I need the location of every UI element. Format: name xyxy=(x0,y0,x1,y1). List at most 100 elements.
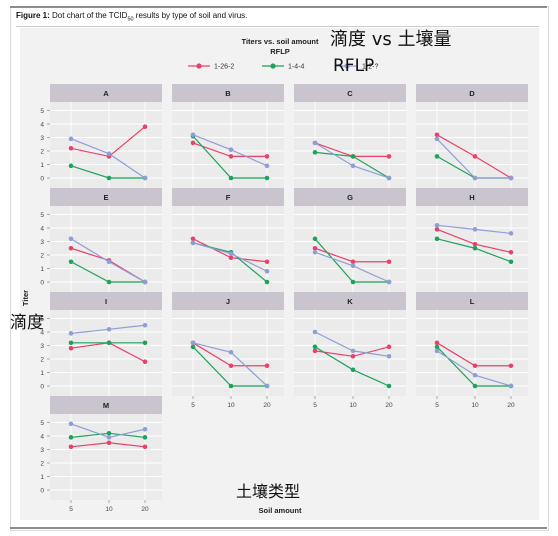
caption-text-post: results by type of soil and virus. xyxy=(133,11,248,20)
facet-strip-H xyxy=(416,188,528,206)
facet-plot-bg-C xyxy=(294,102,406,188)
data-point-B-3 xyxy=(228,147,234,152)
y-tick-label: 2 xyxy=(40,149,44,156)
y-tick-label: 3 xyxy=(40,239,44,246)
data-point-M-1 xyxy=(106,440,112,446)
y-tick-label: 3 xyxy=(40,343,44,350)
x-tick-label: 10 xyxy=(471,402,479,409)
bottom-rule xyxy=(10,527,547,529)
data-point-G-1 xyxy=(386,259,392,265)
facet-J: J 5 10 20 xyxy=(172,292,284,409)
data-point-E-2 xyxy=(106,279,112,285)
data-point-D-2 xyxy=(434,154,440,159)
data-point-E-2 xyxy=(68,259,74,265)
caption-text-sub: 50 xyxy=(127,16,134,23)
facet-H: H xyxy=(416,188,528,292)
data-point-H-1 xyxy=(434,227,440,232)
data-point-B-1 xyxy=(190,140,196,146)
facet-strip-J xyxy=(172,292,284,310)
data-point-J-3 xyxy=(190,340,196,346)
y-tick-label: 5 xyxy=(40,108,44,115)
data-point-I-1 xyxy=(142,359,148,365)
facet-label-A: A xyxy=(103,89,109,98)
data-point-J-3 xyxy=(264,383,270,389)
data-point-D-1 xyxy=(472,154,478,159)
data-point-M-1 xyxy=(68,444,74,450)
data-point-G-1 xyxy=(312,245,318,251)
y-tick-label: 2 xyxy=(40,461,44,468)
x-tick-label: 10 xyxy=(349,402,357,409)
x-tick-label: 5 xyxy=(313,402,317,409)
data-point-L-3 xyxy=(434,348,440,354)
data-point-M-1 xyxy=(142,444,148,450)
data-point-L-1 xyxy=(434,340,440,346)
x-tick-label: 10 xyxy=(105,506,113,513)
data-point-F-1 xyxy=(190,236,196,242)
y-tick-label: 4 xyxy=(40,122,44,129)
top-rule xyxy=(10,6,547,8)
facet-label-J: J xyxy=(226,297,230,306)
data-point-M-3 xyxy=(142,426,148,432)
data-point-A-3 xyxy=(106,151,112,156)
facet-plot-bg-G xyxy=(294,206,406,292)
xlabel-cn-overlay: 土壤类型 xyxy=(236,482,301,501)
data-point-B-3 xyxy=(190,132,196,138)
facet-strip-A xyxy=(50,84,162,102)
legend-cn-overlay: RFLP xyxy=(333,56,375,76)
data-point-I-2 xyxy=(68,340,74,346)
data-point-K-2 xyxy=(350,367,356,373)
data-point-J-2 xyxy=(228,383,234,389)
x-tick-label: 20 xyxy=(141,506,149,513)
data-point-D-1 xyxy=(434,132,440,138)
data-point-G-1 xyxy=(350,259,356,265)
caption-divider xyxy=(16,26,539,27)
data-point-J-1 xyxy=(228,363,234,369)
data-point-C-3 xyxy=(350,163,356,169)
facet-E: E 0 1 2 3 4 5 xyxy=(40,188,162,292)
data-point-H-2 xyxy=(434,236,440,242)
data-point-H-3 xyxy=(434,223,440,228)
legend-dot-3 xyxy=(344,63,350,69)
legend-dot-2 xyxy=(270,63,276,69)
facet-strip-I xyxy=(50,292,162,310)
data-point-F-2 xyxy=(264,279,270,285)
facet-B: B xyxy=(172,84,284,188)
data-point-H-1 xyxy=(472,241,478,247)
data-point-L-3 xyxy=(472,372,478,378)
data-point-K-2 xyxy=(312,344,318,350)
data-point-G-2 xyxy=(350,279,356,285)
data-point-F-3 xyxy=(190,240,196,246)
legend-label-2: 1-4-4 xyxy=(288,64,304,71)
y-tick-label: 5 xyxy=(40,316,44,323)
facet-plot-bg-L xyxy=(416,310,528,396)
data-point-L-1 xyxy=(508,363,514,369)
y-tick-label: 1 xyxy=(40,162,44,169)
y-tick-label: 1 xyxy=(40,474,44,481)
facet-label-G: G xyxy=(347,193,353,202)
facet-label-M: M xyxy=(103,401,109,410)
facet-plot-bg-K xyxy=(294,310,406,396)
data-point-M-2 xyxy=(142,435,148,440)
data-point-L-2 xyxy=(434,344,440,350)
data-point-F-3 xyxy=(228,251,234,256)
data-point-K-1 xyxy=(350,354,356,359)
data-point-I-3 xyxy=(68,331,74,336)
data-point-G-3 xyxy=(350,263,356,269)
facet-A: A 0 1 2 3 4 5 xyxy=(40,84,162,188)
y-tick-label: 4 xyxy=(40,226,44,233)
facet-label-E: E xyxy=(103,193,108,202)
data-point-K-1 xyxy=(312,348,318,354)
facet-strip-D xyxy=(416,84,528,102)
chart-title: Titers vs. soil amount xyxy=(242,37,319,46)
y-tick-label: 2 xyxy=(40,357,44,364)
data-point-H-3 xyxy=(508,231,514,236)
facet-label-I: I xyxy=(105,297,107,306)
data-point-H-1 xyxy=(508,250,514,255)
y-tick-label: 3 xyxy=(40,447,44,454)
data-point-F-3 xyxy=(264,268,270,274)
data-point-A-2 xyxy=(106,175,112,181)
data-point-K-2 xyxy=(386,383,392,389)
data-point-B-1 xyxy=(264,154,270,159)
data-point-F-1 xyxy=(228,255,234,260)
facet-strip-M xyxy=(50,396,162,414)
